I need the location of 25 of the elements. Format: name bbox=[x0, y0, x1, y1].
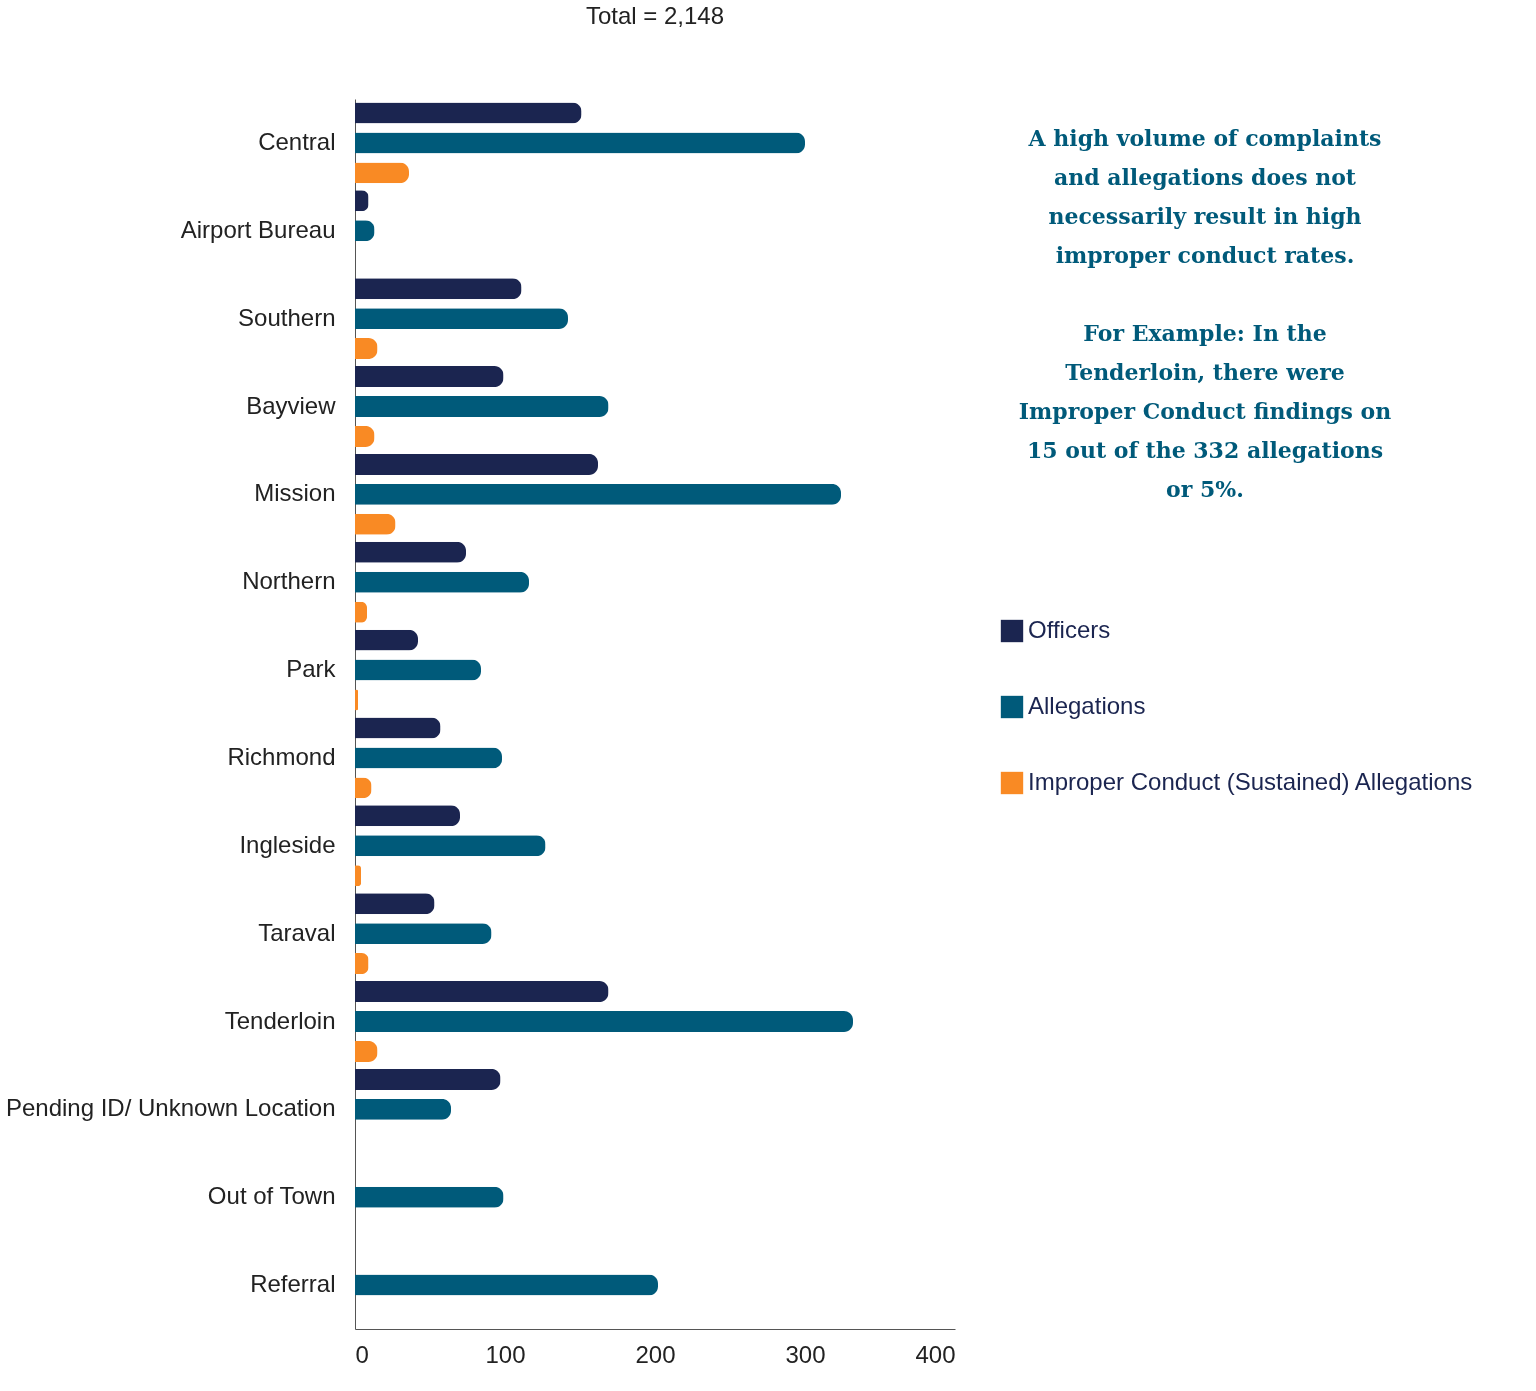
y-tick-label: Airport Bureau bbox=[180, 215, 336, 243]
y-tick-label: Park bbox=[286, 655, 337, 683]
x-tick-label: 400 bbox=[915, 1340, 956, 1368]
y-tick-label: Referral bbox=[250, 1270, 336, 1298]
y-tick-label: Northern bbox=[242, 567, 336, 595]
legend-label: Allegations bbox=[1028, 692, 1146, 719]
y-tick-label: Ingleside bbox=[239, 830, 336, 858]
x-tick-label: 200 bbox=[635, 1340, 676, 1368]
text: For Example: In the Tenderloin, there were Improper Conduct findings on 15 out of the 332 allegations or 5%. bbox=[1018, 320, 1392, 502]
y-tick-label: Bayview bbox=[246, 391, 337, 419]
x-tick-label: 0 bbox=[355, 1340, 369, 1368]
x-tick-label: 300 bbox=[785, 1340, 826, 1368]
y-tick-label: Richmond bbox=[227, 742, 336, 770]
y-tick-label: Central bbox=[258, 127, 336, 155]
chart-title: Total = 2,148 bbox=[585, 2, 725, 29]
legend-label: Improper Conduct (Sustained) Allegations bbox=[1028, 768, 1473, 795]
x-tick-label: 100 bbox=[485, 1340, 526, 1368]
text: A high volume of complaints and allegations does not necessarily result in high improper conduct rates. bbox=[1027, 125, 1382, 268]
y-tick-label: Taraval bbox=[258, 918, 336, 946]
y-tick-label: Southern bbox=[238, 303, 336, 331]
legend-label: Officers bbox=[1028, 616, 1111, 643]
y-tick-label: Mission bbox=[254, 479, 336, 507]
y-tick-label: Out of Town bbox=[207, 1182, 336, 1210]
y-tick-label: Tenderloin bbox=[224, 1006, 336, 1034]
y-tick-label: Pending ID/ Unknown Location bbox=[5, 1094, 336, 1122]
